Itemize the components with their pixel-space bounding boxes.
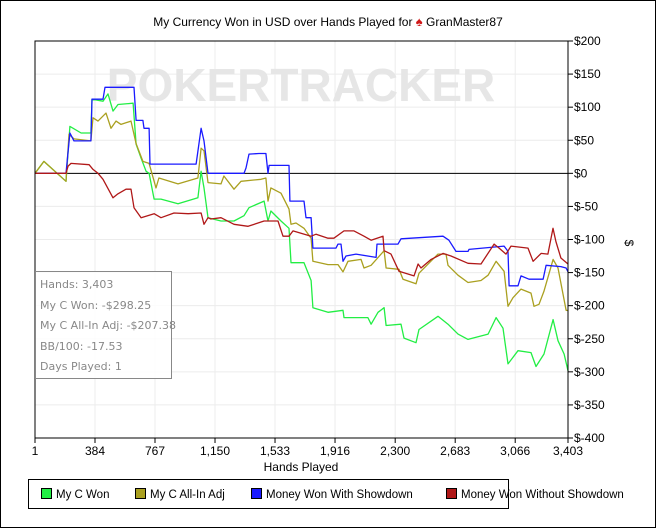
days-played-stat: Days Played: 1 [40, 360, 122, 373]
legend-label: My C Won [56, 489, 110, 501]
hands-stat: Hands: 3,403 [40, 278, 114, 291]
legend-swatch [251, 488, 262, 499]
my-c-won-stat: My C Won: -$298.25 [40, 298, 152, 312]
x-tick-label: 1,916 [320, 444, 350, 458]
chart-title: My Currency Won in USD over Hands Played… [1, 14, 655, 29]
pokerstars-spade-icon: ♠ [415, 14, 423, 29]
y-tick-label: $0 [574, 166, 588, 180]
legend-label: Money Won With Showdown [266, 489, 413, 501]
y-tick-label: $150 [574, 67, 601, 81]
x-tick-label: 3,403 [553, 444, 583, 458]
x-tick-label: 3,066 [500, 444, 530, 458]
y-tick-label: $-200 [574, 299, 605, 313]
series-line-money-won-with-showdown [35, 86, 569, 287]
legend-item-my-c-won[interactable]: My C Won [41, 488, 109, 501]
y-tick-label: $100 [574, 100, 601, 114]
stats-info-box: Hands: 3,403 My C Won: -$298.25 My C All… [35, 271, 177, 379]
legend-label: My C All-In Adj [150, 489, 225, 501]
x-tick-label: 1,150 [200, 444, 230, 458]
y-tick-label: $50 [574, 133, 594, 147]
player-name: GranMaster87 [426, 15, 503, 29]
legend: My C Won My C All-In Adj Money Won With … [28, 479, 624, 509]
series-line-money-won-without-showdown [35, 162, 569, 277]
series-lines [34, 86, 569, 371]
series-line-my-c-won [34, 93, 569, 371]
y-tick-label: $-400 [574, 431, 605, 445]
series-line-my-c-all-in-adj [34, 112, 569, 312]
legend-swatch [135, 488, 146, 499]
y-tick-label: $200 [574, 34, 601, 48]
legend-item-without-showdown[interactable]: Money Won Without Showdown [446, 488, 624, 501]
y-axis: $200 $150 $100 $50 $0 $-50 $-100 $-150 $-200 $-25… [568, 34, 605, 445]
y-tick-label: $-250 [574, 332, 605, 346]
x-tick-label: 2,683 [440, 444, 470, 458]
x-tick-label: 767 [145, 444, 165, 458]
y-tick-label: $-150 [574, 266, 605, 280]
pokertracker-watermark: POKERTRACKER [107, 59, 495, 111]
x-tick-label: 1,533 [260, 444, 290, 458]
x-tick-label: 384 [85, 444, 105, 458]
bb100-stat: BB/100: -17.53 [40, 339, 123, 353]
title-text: My Currency Won in USD over Hands Played… [153, 15, 413, 29]
legend-swatch [446, 488, 457, 499]
x-axis: 1 384 767 1,150 1,533 1,916 2,300 2,683 3,066 3,4… [32, 438, 583, 458]
y-tick-label: $-100 [574, 233, 605, 247]
y-tick-label: $-300 [574, 365, 605, 379]
y-axis-label: $ [622, 240, 636, 247]
legend-item-with-showdown[interactable]: Money Won With Showdown [251, 488, 413, 501]
legend-label: Money Won Without Showdown [461, 489, 624, 501]
legend-item-all-in-adj[interactable]: My C All-In Adj [135, 488, 225, 501]
all-in-adj-stat: My C All-In Adj: -$207.38 [40, 319, 177, 332]
y-tick-label: $-350 [574, 398, 605, 412]
y-tick-label: $-50 [574, 199, 598, 213]
x-tick-label: 1 [32, 444, 39, 458]
x-axis-label: Hands Played [263, 460, 339, 474]
legend-swatch [41, 488, 52, 499]
x-tick-label: 2,300 [380, 444, 410, 458]
